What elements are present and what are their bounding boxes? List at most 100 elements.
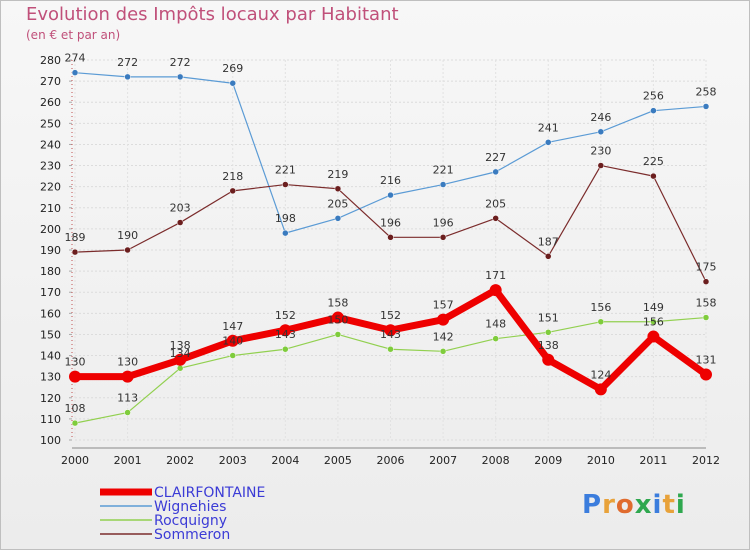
x-tick-label: 2006 [377,454,405,467]
point-wignehies [282,229,289,237]
point-sommeron [545,253,552,260]
y-tick-label: 200 [40,223,61,236]
data-label-sommeron: 189 [65,231,86,244]
data-label-rocquigny: 134 [170,347,191,360]
data-label-sommeron: 219 [327,168,348,181]
x-tick-label: 2011 [639,454,667,467]
proxiti-logo: Proxiti [582,490,686,520]
y-tick-label: 190 [40,244,61,257]
data-label-wignehies: 274 [65,52,86,65]
point-sommeron [334,185,342,193]
y-tick-label: 170 [40,286,61,299]
data-label-wignehies: 256 [643,90,664,103]
point-clairfontaine [647,330,660,343]
point-rocquigny [71,419,79,427]
data-label-rocquigny: 158 [696,297,717,310]
legend-label: CLAIRFONTAINE [154,485,265,501]
point-sommeron [124,246,131,254]
y-tick-label: 280 [40,54,61,67]
point-wignehies [229,79,236,87]
data-label-clairfontaine: 171 [485,269,506,282]
data-label-rocquigny: 156 [590,301,611,314]
x-tick-label: 2007 [429,454,457,467]
chart-title: Evolution des Impôts locaux par Habitant [26,4,399,25]
point-clairfontaine [226,334,239,347]
point-clairfontaine [489,284,502,297]
logo-letter: P [582,490,603,520]
data-label-clairfontaine: 138 [170,339,191,352]
data-label-rocquigny: 149 [643,301,664,314]
logo-letter: i [675,490,686,520]
point-rocquigny [282,345,289,353]
data-label-rocquigny: 143 [275,328,296,341]
point-sommeron [282,181,289,188]
point-clairfontaine [700,368,712,381]
data-label-sommeron: 196 [380,216,401,229]
y-tick-label: 230 [40,160,61,173]
data-label-rocquigny: 148 [485,318,506,331]
data-label-sommeron: 190 [117,229,138,242]
y-tick-label: 260 [40,96,61,109]
data-label-rocquigny: 143 [380,328,401,341]
point-wignehies [124,73,131,81]
data-label-wignehies: 269 [222,62,243,75]
y-tick-label: 160 [40,307,61,320]
data-label-sommeron: 230 [590,145,611,158]
data-label-clairfontaine: 131 [696,354,717,367]
data-label-rocquigny: 142 [433,330,454,343]
point-rocquigny [492,335,499,342]
data-label-clairfontaine: 156 [643,316,664,329]
data-label-wignehies: 221 [433,164,454,177]
point-rocquigny [439,348,447,355]
point-wignehies [334,215,342,222]
point-wignehies [492,168,499,176]
data-label-rocquigny: 108 [65,402,86,415]
point-wignehies [702,103,710,110]
point-rocquigny [545,329,552,336]
point-wignehies [176,73,184,81]
point-sommeron [71,248,79,256]
y-tick-label: 110 [40,413,61,426]
data-label-sommeron: 187 [538,235,559,248]
data-label-wignehies: 272 [170,56,191,69]
x-tick-label: 2003 [219,454,247,467]
chart-subtitle: (en € et par an) [26,28,121,42]
point-clairfontaine [594,383,607,396]
logo-letter: i [652,490,663,520]
data-label-clairfontaine: 152 [380,309,401,322]
point-wignehies [650,107,657,114]
point-sommeron [597,162,605,169]
x-tick-label: 2008 [482,454,510,467]
point-wignehies [387,191,394,199]
data-label-clairfontaine: 158 [327,297,348,310]
y-tick-label: 130 [40,371,61,384]
y-tick-label: 270 [40,75,61,88]
x-tick-label: 2009 [534,454,562,467]
y-tick-label: 100 [40,434,61,447]
point-sommeron [229,187,236,195]
data-label-wignehies: 246 [590,111,611,124]
data-label-sommeron: 175 [696,261,717,274]
point-clairfontaine [384,324,397,337]
point-sommeron [492,215,499,222]
point-sommeron [439,234,447,241]
data-label-wignehies: 216 [380,174,401,187]
y-tick-label: 140 [40,350,61,363]
point-clairfontaine [331,311,344,324]
point-sommeron [176,219,184,226]
point-rocquigny [387,345,394,353]
y-tick-label: 150 [40,328,61,341]
x-tick-label: 2000 [61,454,89,467]
data-label-sommeron: 218 [222,170,243,183]
point-wignehies [71,69,79,76]
data-label-clairfontaine: 124 [590,368,611,381]
data-label-clairfontaine: 152 [275,309,296,322]
logo-letter: o [615,490,635,520]
point-sommeron [702,278,710,285]
point-rocquigny [597,318,605,326]
x-tick-label: 2004 [271,454,299,467]
point-clairfontaine [542,353,555,366]
data-label-sommeron: 221 [275,164,296,177]
point-clairfontaine [279,324,292,337]
